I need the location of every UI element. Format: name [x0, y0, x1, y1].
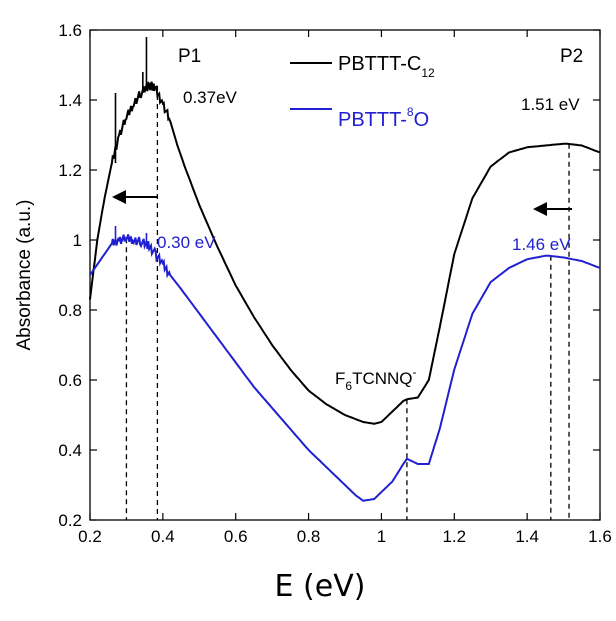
y-tick-label: 0.4	[58, 441, 82, 460]
peak-value-p2-blue: 1.46 eV	[512, 235, 571, 254]
y-axis-title: Absorbance (a.u.)	[14, 199, 35, 350]
y-tick-label: 1	[73, 231, 82, 250]
y-tick-label: 0.8	[58, 301, 82, 320]
x-tick-label: 0.4	[151, 527, 175, 546]
x-tick-label: 0.2	[78, 527, 102, 546]
peak-label-p2: P2	[560, 46, 583, 67]
x-axis-title: E (eV)	[275, 569, 366, 604]
peak-value-p1-blue: 0.30 eV	[157, 233, 216, 252]
peak-value-p2-black: 1.51 eV	[521, 95, 580, 114]
series-line-0	[89, 81, 601, 425]
dopant-label: F6TCNNQ-	[335, 365, 417, 393]
series-line-1	[89, 234, 601, 502]
x-tick-label: 1	[377, 527, 386, 546]
peak-marker-lines	[125, 86, 570, 520]
y-tick-label: 1.2	[58, 161, 82, 180]
y-tick-label: 1.4	[58, 91, 82, 110]
x-tick-label: 0.6	[224, 527, 248, 546]
y-tick-label: 0.2	[58, 511, 82, 530]
x-tick-label: 1.2	[442, 527, 466, 546]
shift-arrow-p1	[112, 190, 157, 204]
legend-label-pbttt-8o: PBTTT-8O	[338, 105, 429, 131]
legend-label-pbttt-c12: PBTTT-C12	[338, 53, 435, 80]
x-tick-label: 1.6	[588, 527, 612, 546]
data-series	[89, 37, 601, 502]
x-tick-label: 1.4	[515, 527, 539, 546]
axis-ticks: 0.2 0.4 0.6 0.8 1 1.2 1.4 1.6 0.2 0.4 0.6 0.8 1 1.2 1.…	[58, 21, 611, 546]
y-tick-label: 0.6	[58, 371, 82, 390]
legend: PBTTT-C12 PBTTT-8O	[290, 53, 435, 131]
peak-value-p1-black: 0.37eV	[183, 88, 238, 107]
shift-arrow-p2	[533, 202, 572, 216]
x-tick-label: 0.8	[297, 527, 321, 546]
peak-label-p1: P1	[178, 46, 201, 67]
y-tick-label: 1.6	[58, 21, 82, 40]
